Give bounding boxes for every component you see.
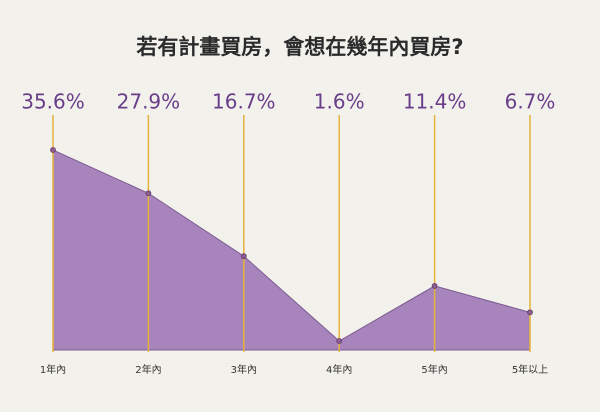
- x-tick-label: 5年以上: [512, 363, 548, 376]
- x-tick-label: 2年內: [135, 363, 161, 376]
- point: [50, 147, 56, 153]
- value-label: 11.4%: [403, 90, 467, 114]
- x-tick-label: 1年內: [40, 363, 66, 376]
- value-label: 27.9%: [117, 90, 181, 114]
- point: [240, 253, 247, 260]
- x-tick-label: 5年內: [421, 363, 447, 376]
- point: [336, 338, 343, 344]
- point: [527, 309, 533, 316]
- x-tick-label: 3年內: [231, 363, 257, 376]
- point: [431, 283, 438, 289]
- point: [145, 190, 152, 197]
- value-label: 6.7%: [505, 90, 556, 114]
- value-label: 35.6%: [21, 90, 85, 114]
- value-label: 16.7%: [212, 90, 276, 114]
- chart-title: 若有計畫買房，會想在幾年內買房?: [135, 35, 463, 59]
- value-label: 1.6%: [314, 90, 365, 114]
- x-tick-label: 4年內: [326, 363, 352, 376]
